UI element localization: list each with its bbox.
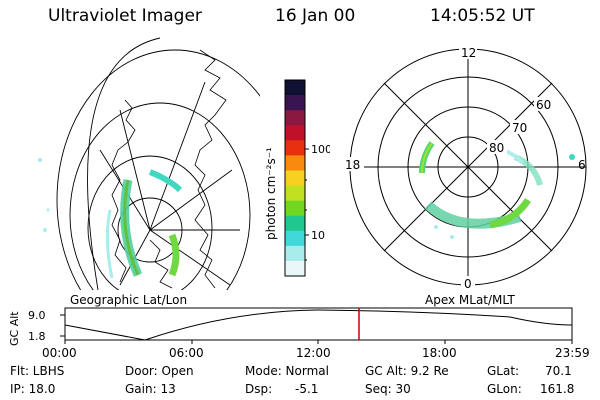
colorbar-cell (285, 80, 305, 96)
latitude-circle (56, 49, 260, 290)
time-label: 14:05:52 UT (430, 6, 535, 26)
latitude-circle (87, 155, 213, 290)
colorbar-label: photon cm⁻²s⁻¹ (264, 147, 278, 240)
glon-value: 161.8 (540, 382, 575, 396)
colorbar-tick-10: 10 (311, 229, 325, 242)
geographic-panel-label: Geographic Lat/Lon (70, 293, 188, 307)
colorbar-cell (285, 155, 305, 171)
colorbar-cell (285, 245, 305, 262)
alt-axis-label: GC Alt (8, 311, 21, 346)
colorbar-cell (285, 215, 305, 232)
meridian-line (149, 229, 231, 286)
ip-info: IP: 18.0 (10, 382, 56, 396)
glat-label: GLat: (487, 364, 520, 378)
mlt-label-18: 18 (345, 158, 360, 172)
colorbar-cell (285, 260, 305, 277)
geographic-map (38, 37, 260, 290)
colorbar-tick-100: 100 (311, 143, 330, 156)
mode-info: Mode: Normal (245, 364, 329, 378)
apex-polar-plot: 12 18 6 0 60 70 80 (342, 45, 587, 290)
time-tick-2359: 23:59 (555, 346, 590, 360)
colorbar-cell (285, 125, 305, 141)
mlt-axis (383, 82, 553, 252)
time-tick-0000: 00:00 (42, 346, 77, 360)
coastline (111, 99, 136, 283)
color-scale: 100 10 photon cm⁻²s⁻¹ (264, 79, 330, 277)
colorbar-cell (285, 185, 305, 202)
date-label: 16 Jan 00 (275, 6, 356, 26)
door-info: Door: Open (125, 364, 194, 378)
gcalt-info: GC Alt: 9.2 Re (365, 364, 449, 378)
mlt-label-0: 0 (464, 277, 472, 290)
glon-label: GLon: (487, 382, 522, 396)
dsp-value: -5.1 (295, 382, 319, 396)
meridian-line (149, 81, 206, 231)
mlt-label-6: 6 (578, 158, 586, 172)
gain-info: Gain: 13 (125, 382, 176, 396)
altitude-curve (64, 309, 573, 341)
auroral-emission (38, 158, 183, 279)
colorbar-cell (285, 170, 305, 187)
alt-tick-1-8: 1.8 (28, 330, 46, 343)
time-tick-1800: 18:00 (422, 346, 457, 360)
meridian-line (149, 169, 233, 231)
colorbar-cell (285, 110, 305, 126)
mlt-label-12: 12 (461, 46, 476, 60)
mlat-label-60: 60 (536, 98, 551, 112)
time-tick-1200: 12:00 (296, 346, 331, 360)
time-tick-0600: 06:00 (169, 346, 204, 360)
coastline (194, 49, 227, 289)
altitude-time-plot: 9.0 1.8 GC Alt 00:00 06:00 12:00 18:00 2… (8, 307, 590, 360)
mlat-label-80: 80 (489, 141, 504, 155)
colorbar-cell (285, 230, 305, 247)
mlat-label-70: 70 (512, 121, 527, 135)
latitude-circle (69, 102, 251, 290)
flt-info: Flt: LBHS (10, 364, 65, 378)
colorbar-cell (285, 95, 305, 111)
coastline (149, 239, 173, 289)
instrument-title: Ultraviolet Imager (48, 6, 202, 26)
seq-info: Seq: 30 (365, 382, 411, 396)
glat-value: 70.1 (545, 364, 572, 378)
auroral-emission (419, 141, 575, 239)
globe-limb (87, 37, 161, 290)
dsp-label: Dsp: (245, 382, 273, 396)
colorbar-cell (285, 200, 305, 217)
apex-panel-label: Apex MLat/MLT (425, 293, 515, 307)
alt-tick-9: 9.0 (28, 309, 46, 322)
colorbar-cell (285, 140, 305, 156)
meridian-line (119, 109, 151, 231)
